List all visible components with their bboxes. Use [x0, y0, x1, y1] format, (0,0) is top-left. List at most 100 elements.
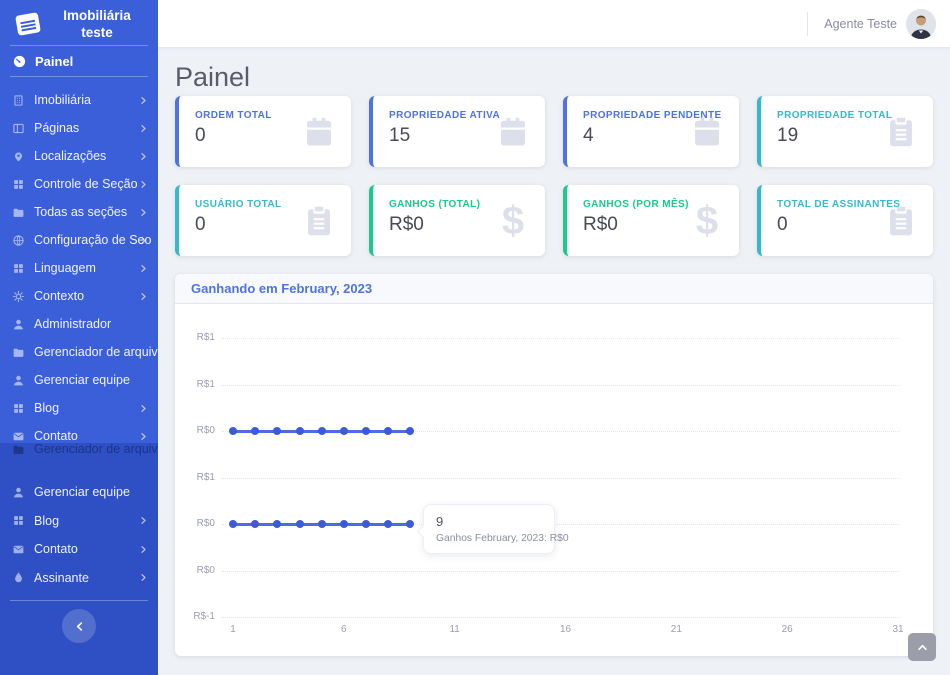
calendar-icon — [495, 114, 531, 150]
topbar-divider — [807, 11, 809, 36]
sidebar-item-todas-as-secoes[interactable]: Todas as seções — [0, 198, 158, 226]
sidebar-item-label: Gerenciar equipe — [34, 485, 130, 500]
brand-title: Imobiliária teste — [46, 7, 148, 41]
sidebar-item-localizacoes[interactable]: Localizações — [0, 142, 158, 170]
topbar: Agente Teste — [158, 0, 950, 47]
stat-card-value: 0 — [777, 214, 788, 235]
data-point — [295, 427, 304, 435]
sidebar-nav-lower: Gerenciar equipe Blog Contato Assinante — [0, 463, 158, 592]
chevron-right-icon — [139, 292, 148, 301]
x-axis-tick: 11 — [449, 624, 460, 635]
stat-card-value: 0 — [195, 214, 206, 235]
sidebar-item-label: Configuração de Seo — [34, 233, 152, 247]
chart-gridline — [222, 338, 900, 339]
pages-icon — [12, 122, 25, 135]
chevron-right-icon — [139, 573, 148, 582]
tooltip-text: Ganhos February, 2023: R$0 — [436, 533, 569, 544]
data-point — [384, 427, 393, 435]
data-point — [273, 427, 282, 435]
sidebar-item-label: Contato — [34, 429, 78, 443]
sidebar-item-label: Localizações — [34, 149, 107, 163]
sidebar-nav: Imobiliária Páginas Localizações Control… — [0, 77, 158, 443]
chart-tooltip: 9 Ganhos February, 2023: R$0 — [423, 504, 569, 554]
tachometer-icon — [12, 54, 27, 69]
sidebar-item-blog[interactable]: Blog — [0, 507, 158, 536]
stat-card-value: 4 — [583, 125, 594, 146]
chart-plot: 9 Ganhos February, 2023: R$0 R$1 R$1 R$0 R$… — [175, 304, 933, 655]
sidebar-item-gerenciar-equipe[interactable]: Gerenciar equipe — [0, 478, 158, 507]
sidebar-item-assinante[interactable]: Assinante — [0, 564, 158, 593]
scroll-to-top-button[interactable] — [908, 633, 936, 661]
clipboard-icon — [301, 203, 337, 239]
user-menu[interactable]: Agente Teste — [824, 8, 936, 39]
data-point — [406, 427, 415, 435]
page-title: Painel — [175, 62, 251, 92]
sidebar-divider — [10, 76, 148, 77]
x-axis-tick: 31 — [892, 624, 904, 635]
avatar-image — [906, 9, 936, 39]
sidebar-collapse-button[interactable] — [62, 609, 96, 643]
data-point — [251, 427, 260, 435]
brand-title-line2: teste — [81, 24, 113, 40]
stat-cards-row-2: USUÁRIO TOTAL 0 GANHOS (TOTAL) R$0 $ GAN… — [175, 185, 933, 256]
grid-icon — [12, 178, 25, 191]
sidebar-item-contato[interactable]: Contato — [0, 535, 158, 564]
stat-card-propriedade-total: PROPRIEDADE TOTAL 19 — [757, 96, 933, 167]
avatar[interactable] — [906, 8, 936, 39]
sidebar-item-controle-de-secao[interactable]: Controle de Seção — [0, 170, 158, 198]
data-point — [384, 520, 393, 528]
sidebar-item-label: Controle de Seção — [34, 177, 138, 191]
chevron-right-icon — [139, 516, 148, 525]
dollar-icon: $ — [501, 198, 525, 243]
chevron-right-icon — [139, 264, 148, 273]
stat-card-value: 15 — [389, 125, 411, 146]
chevron-up-icon — [917, 642, 928, 653]
stat-card-value: 0 — [195, 125, 206, 146]
sidebar-item-linguagem[interactable]: Linguagem — [0, 254, 158, 282]
sidebar-divider — [10, 45, 148, 46]
y-axis-tick: R$0 — [196, 425, 215, 436]
stat-card-label: PROPRIEDADE ATIVA — [389, 110, 501, 121]
y-axis-tick: R$-1 — [193, 611, 215, 622]
sidebar-item-gerenciador-de-arquivos[interactable]: Gerenciador de arquivos — [0, 338, 158, 366]
gear-icon — [12, 290, 25, 303]
user-name: Agente Teste — [824, 16, 897, 31]
sidebar-item-label: Administrador — [34, 317, 112, 331]
stat-card-ganhos-total: GANHOS (TOTAL) R$0 $ — [369, 185, 545, 256]
brand-link[interactable]: Imobiliária teste — [0, 0, 158, 45]
sidebar-item-label: Todas as seções — [34, 205, 128, 219]
user-icon — [12, 486, 25, 499]
stat-card-label: USUÁRIO TOTAL — [195, 199, 282, 210]
sidebar-divider — [10, 600, 148, 601]
sidebar-item-painel[interactable]: Painel — [0, 46, 158, 76]
sidebar-item-label: Painel — [35, 53, 74, 69]
y-axis-tick: R$1 — [196, 471, 215, 483]
sidebar-item-administrador[interactable]: Administrador — [0, 310, 158, 338]
sidebar-item-label: Blog — [34, 401, 60, 415]
sidebar-item-contexto[interactable]: Contexto — [0, 282, 158, 310]
stat-card-total-de-assinantes: TOTAL DE ASSINANTES 0 — [757, 185, 933, 256]
data-point — [295, 520, 304, 528]
folder-icon — [12, 443, 25, 456]
grid-icon — [12, 262, 25, 275]
chevron-right-icon — [139, 96, 148, 105]
stat-card-ganhos-por-mes: GANHOS (POR MÊS) R$0 $ — [563, 185, 739, 256]
stat-card-label: PROPRIEDADE PENDENTE — [583, 110, 722, 121]
x-axis-tick: 1 — [230, 624, 236, 635]
main-content: Painel ORDEM TOTAL 0 PROPRIEDADE ATIVA 1… — [158, 47, 950, 675]
data-point — [406, 520, 415, 528]
brand-title-line1: Imobiliária — [63, 7, 131, 23]
stat-card-label: TOTAL DE ASSINANTES — [777, 199, 901, 210]
sidebar-upper: Imobiliária teste Painel Imobiliária Pág… — [0, 0, 158, 443]
sidebar-item-blog[interactable]: Blog — [0, 394, 158, 422]
sidebar-item-contato[interactable]: Contato — [0, 422, 158, 443]
sidebar-item-gerenciar-equipe[interactable]: Gerenciar equipe — [0, 366, 158, 394]
stat-card-usuario-total: USUÁRIO TOTAL 0 — [175, 185, 351, 256]
sidebar-item-paginas[interactable]: Páginas — [0, 114, 158, 142]
data-point — [317, 427, 326, 435]
data-point — [339, 427, 348, 435]
sidebar-item-configuracao-de-seo[interactable]: Configuração de Seo — [0, 226, 158, 254]
envelope-icon — [12, 543, 25, 556]
sidebar-item-imobiliaria[interactable]: Imobiliária — [0, 86, 158, 114]
chevron-right-icon — [139, 124, 148, 133]
